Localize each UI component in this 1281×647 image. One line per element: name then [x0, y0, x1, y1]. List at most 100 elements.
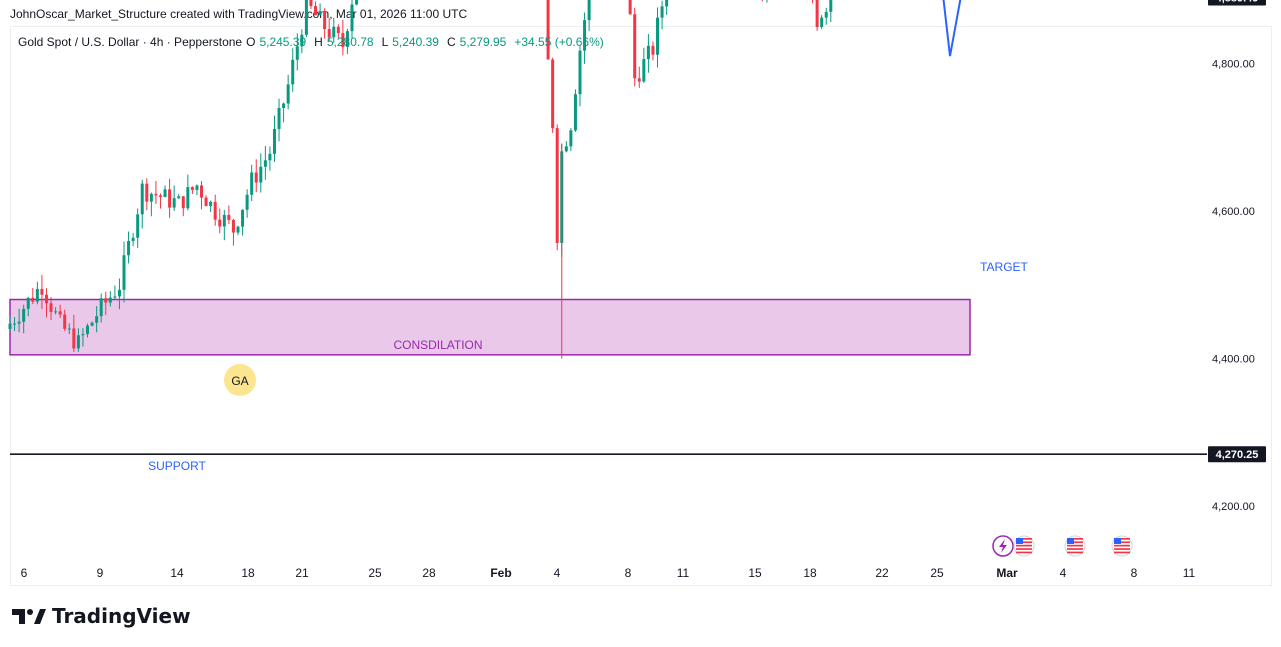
candle: [168, 178, 172, 218]
candle: [181, 196, 185, 217]
candle: [268, 146, 272, 171]
candle: [628, 0, 632, 15]
candle-body: [350, 4, 354, 32]
candle-body: [131, 237, 135, 241]
candle-body: [95, 316, 99, 323]
y-axis: 5,800.005,400.005,200.005,000.004,800.00…: [1212, 59, 1255, 514]
candle-body: [13, 323, 17, 325]
candle-body: [58, 311, 62, 315]
candle-body: [113, 296, 117, 298]
y-tick-label: 4,400.00: [1212, 354, 1255, 366]
price-chart[interactable]: CONSDILATION 5,604.53RESISTANCE4,889.494…: [0, 0, 1281, 600]
candle-body: [651, 45, 655, 55]
ga-badge: [224, 364, 256, 396]
flag-stripe: [1067, 541, 1083, 544]
high-label: H: [314, 35, 323, 49]
candle: [766, 0, 768, 3]
x-tick-label: 15: [748, 566, 762, 580]
candle: [108, 291, 112, 307]
candle: [177, 193, 181, 199]
candle-body: [158, 195, 162, 197]
candle-body: [660, 6, 664, 18]
x-tick-label: 22: [875, 566, 889, 580]
x-tick-label: 25: [368, 566, 382, 580]
candle-body: [309, 0, 313, 7]
candle-body: [227, 214, 231, 221]
candle: [127, 231, 131, 264]
candle-body: [63, 314, 67, 329]
candle-body: [637, 78, 641, 82]
flag-stripe: [1016, 548, 1032, 550]
candle-body: [195, 185, 199, 190]
candle-body: [49, 303, 53, 312]
mid-support-price-tag-bg: [1208, 0, 1266, 6]
candle-body: [573, 94, 577, 131]
candle: [95, 306, 99, 333]
candle: [154, 180, 158, 205]
candle: [218, 208, 222, 234]
x-tick-label: 14: [170, 566, 184, 580]
x-tick-label: 4: [554, 566, 561, 580]
candle: [22, 304, 26, 334]
candle-body: [40, 288, 44, 295]
x-tick-label: 21: [295, 566, 309, 580]
candle-body: [583, 20, 587, 51]
candle: [17, 308, 21, 333]
candle: [637, 66, 641, 88]
candle: [186, 174, 190, 211]
candle-body: [186, 187, 190, 209]
lightning-event-icon: [992, 535, 1014, 557]
level-layer: 5,604.53RESISTANCE4,889.494,270.25SUPPOR…: [10, 0, 1266, 473]
close-label: C: [446, 35, 456, 49]
candle-body: [665, 0, 669, 7]
candle-body: [104, 298, 108, 303]
candle: [67, 323, 71, 335]
candle: [58, 304, 62, 318]
x-tick-label: 8: [1131, 566, 1138, 580]
candle: [656, 7, 660, 68]
candle: [172, 185, 176, 211]
candle: [250, 164, 254, 202]
candle-body: [108, 297, 112, 303]
candle: [304, 0, 308, 37]
candle: [26, 296, 30, 317]
x-tick-label: 11: [1183, 566, 1196, 580]
candle: [323, 8, 327, 39]
candle-body: [154, 193, 158, 196]
annotation-layer: TARGET GA: [224, 0, 1029, 396]
candle-body: [642, 59, 646, 82]
symbol-description[interactable]: Gold Spot / U.S. Dollar · 4h · Peppersto…: [18, 35, 243, 49]
flag-stripe: [1016, 544, 1032, 547]
candle-body: [628, 0, 632, 15]
candle: [104, 291, 108, 315]
support-label: SUPPORT: [148, 459, 206, 473]
flag-canton: [1114, 538, 1121, 544]
candle: [314, 1, 318, 16]
y-tick-label: 4,600.00: [1212, 206, 1255, 218]
candle-body: [578, 50, 582, 95]
candle-body: [236, 226, 240, 233]
open-label: O: [246, 35, 256, 49]
candle: [99, 293, 103, 323]
candle: [227, 205, 231, 224]
candle: [272, 115, 276, 162]
x-tick-label: Feb: [490, 566, 511, 580]
candle: [318, 3, 322, 16]
candle: [76, 328, 80, 352]
candle: [263, 146, 267, 180]
candle-body: [282, 103, 286, 108]
zone-layer: CONSDILATION: [9, 298, 971, 356]
candle-body: [815, 0, 819, 28]
candle-body: [231, 220, 235, 233]
candle: [245, 189, 249, 218]
lightning-icon: [999, 539, 1007, 553]
tradingview-logo[interactable]: TradingView: [12, 604, 191, 628]
flag-stripe: [1114, 544, 1130, 547]
candle-body: [149, 193, 153, 202]
candle: [829, 0, 833, 22]
candle: [204, 195, 208, 207]
candle-body: [555, 128, 559, 243]
candle-body: [31, 297, 35, 302]
flag-canton: [1016, 538, 1023, 544]
candle: [54, 307, 58, 315]
